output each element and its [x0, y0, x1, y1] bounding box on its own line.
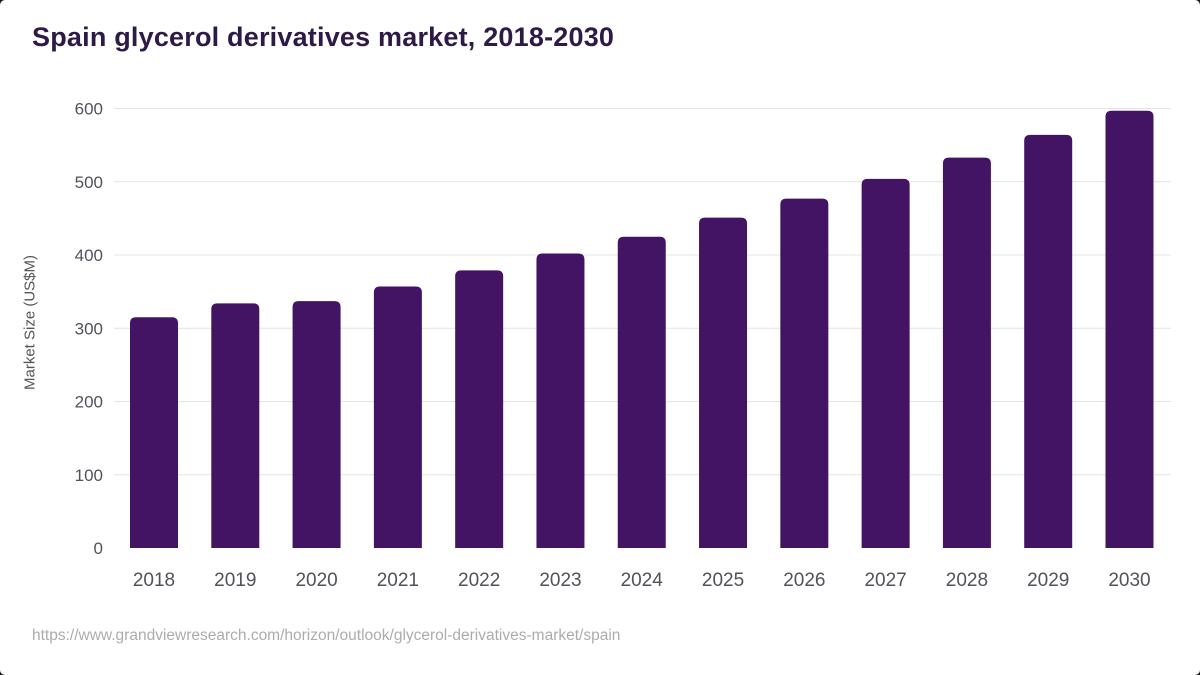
svg-text:2025: 2025 — [702, 570, 744, 591]
svg-text:300: 300 — [75, 319, 103, 338]
svg-text:500: 500 — [75, 173, 103, 192]
svg-text:2020: 2020 — [295, 570, 337, 591]
svg-text:2021: 2021 — [377, 570, 419, 591]
svg-text:2029: 2029 — [1027, 570, 1069, 591]
svg-text:2024: 2024 — [621, 570, 664, 591]
svg-text:0: 0 — [94, 539, 103, 558]
svg-text:2018: 2018 — [133, 570, 175, 591]
svg-text:2023: 2023 — [539, 570, 581, 591]
svg-text:100: 100 — [75, 466, 103, 485]
svg-text:600: 600 — [75, 100, 103, 119]
svg-text:200: 200 — [75, 393, 103, 412]
svg-text:2028: 2028 — [946, 570, 988, 591]
svg-text:400: 400 — [75, 246, 103, 265]
svg-text:2022: 2022 — [458, 570, 500, 591]
svg-text:2019: 2019 — [214, 570, 256, 591]
svg-text:2026: 2026 — [783, 570, 825, 591]
svg-text:2027: 2027 — [864, 570, 906, 591]
svg-text:2030: 2030 — [1108, 570, 1150, 591]
